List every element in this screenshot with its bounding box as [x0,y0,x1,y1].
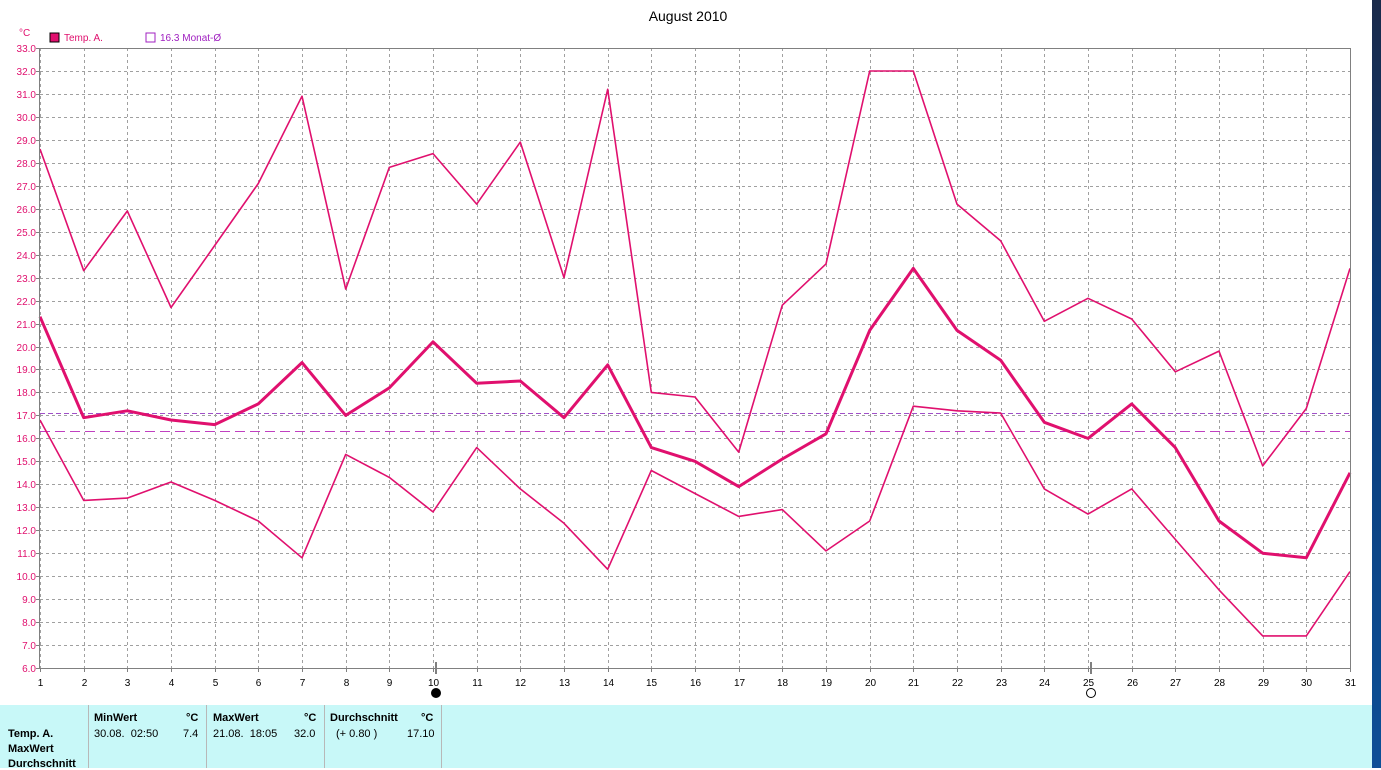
temperature-chart: August 2010 °C Temp. A. 16.3 Monat-Ø 6.0… [17,8,1357,698]
x-tick-label: 27 [1170,678,1182,689]
y-tick-label: 27.0 [17,182,37,193]
y-tick-label: 19.0 [17,365,37,376]
row-label-temp: Temp. A. [8,728,54,740]
y-tick-label: 22.0 [17,297,37,308]
y-tick-label: 13.0 [17,503,37,514]
y-axis-unit: °C [19,28,30,39]
avg-header: Durchschnitt [330,712,398,724]
x-tick-label: 28 [1214,678,1226,689]
row-label-avg: Durchschnitt [8,758,76,770]
x-tick-label: 1 [38,678,44,689]
x-tick-label: 15 [646,678,658,689]
statistics-panel: Temp. A. MaxWert Durchschnitt MinWert °C… [0,705,1372,770]
legend-avg-swatch [145,32,156,43]
series-min-line [39,405,1351,637]
x-tick-label: 29 [1258,678,1270,689]
max-value: 32.0 [294,728,316,740]
y-tick-label: 33.0 [17,44,37,55]
y-tick-label: 23.0 [17,274,37,285]
y-tick-label: 9.0 [22,595,36,606]
x-tick-label: 30 [1301,678,1313,689]
x-tick-label: 14 [603,678,615,689]
x-tick-label: 11 [472,678,483,689]
x-tick-label: 22 [952,678,964,689]
x-tick-label: 7 [300,678,306,689]
y-tick-label: 31.0 [17,90,37,101]
y-tick-label: 21.0 [17,320,37,331]
legend-temp-swatch [49,32,60,43]
x-tick-label: 16 [690,678,702,689]
max-header: MaxWert [213,712,259,724]
separator [206,705,207,768]
x-tick-label: 9 [387,678,393,689]
separator [88,705,89,768]
separator [441,705,442,768]
y-tick-label: 24.0 [17,251,37,262]
y-tick-label: 29.0 [17,136,37,147]
y-tick-labels: 6.0 7.0 8.0 9.0 10.0 11.0 12.0 13.0 14.0 15.0 16.0… [17,44,37,675]
series-lines [38,70,1352,637]
x-tick-label: 21 [908,678,920,689]
y-tick-label: 11.0 [17,549,36,560]
x-tick-label: 20 [865,678,877,689]
y-tick-label: 32.0 [17,67,37,78]
min-date: 30.08. 02:50 [94,728,159,740]
x-tick-label: 23 [996,678,1008,689]
x-tick-label: 17 [734,678,746,689]
moon-phase-markers [431,662,1096,698]
x-tick-label: 2 [82,678,88,689]
new-moon-icon [431,688,441,698]
y-tick-label: 12.0 [17,526,37,537]
x-tick-label: 10 [428,678,440,689]
x-tick-labels: 1 2 3 4 5 6 7 8 9 10 11 12 13 14 15 16 17 18 19 20 21 22 23 24 2… [38,678,1357,689]
x-tick-label: 8 [344,678,350,689]
separator [324,705,325,768]
y-tick-label: 14.0 [17,480,37,491]
chart-title: August 2010 [649,8,728,24]
x-tick-label: 24 [1039,678,1051,689]
legend-temp-label: Temp. A. [64,33,103,44]
y-tick-label: 25.0 [17,228,37,239]
x-tick-label: 19 [821,678,833,689]
x-tick-label: 6 [256,678,262,689]
y-tick-label: 16.0 [17,434,37,445]
plot-grid [36,48,1351,672]
row-label-max: MaxWert [8,743,54,755]
y-tick-label: 10.0 [17,572,37,583]
x-tick-label: 26 [1127,678,1139,689]
max-unit: °C [304,712,317,724]
x-tick-label: 3 [125,678,131,689]
y-tick-label: 6.0 [22,664,36,675]
series-average-line [38,266,1352,560]
y-tick-label: 7.0 [22,641,36,652]
y-tick-label: 30.0 [17,113,37,124]
x-tick-label: 18 [777,678,789,689]
full-moon-icon [1086,688,1096,698]
avg-delta: (+ 0.80 ) [336,728,378,740]
reference-lines [40,413,1350,432]
legend-avg-label: 16.3 Monat-Ø [160,33,221,44]
plot-frame [39,48,1351,669]
window-edge [1372,0,1381,768]
y-tick-label: 20.0 [17,343,37,354]
min-value: 7.4 [183,728,199,740]
y-tick-label: 28.0 [17,159,37,170]
x-tick-label: 4 [169,678,175,689]
x-tick-label: 31 [1345,678,1357,689]
avg-value: 17.10 [407,728,435,740]
y-tick-label: 26.0 [17,205,37,216]
y-tick-label: 17.0 [17,411,37,422]
x-tick-label: 13 [559,678,571,689]
y-tick-label: 8.0 [22,618,36,629]
x-tick-label: 5 [213,678,219,689]
x-tick-label: 12 [515,678,527,689]
max-date: 21.08. 18:05 [213,728,278,740]
avg-unit: °C [421,712,434,724]
series-max-line [39,70,1351,467]
min-unit: °C [186,712,199,724]
y-tick-label: 15.0 [17,457,37,468]
y-tick-label: 18.0 [17,388,37,399]
x-tick-label: 25 [1083,678,1095,689]
min-header: MinWert [94,712,138,724]
